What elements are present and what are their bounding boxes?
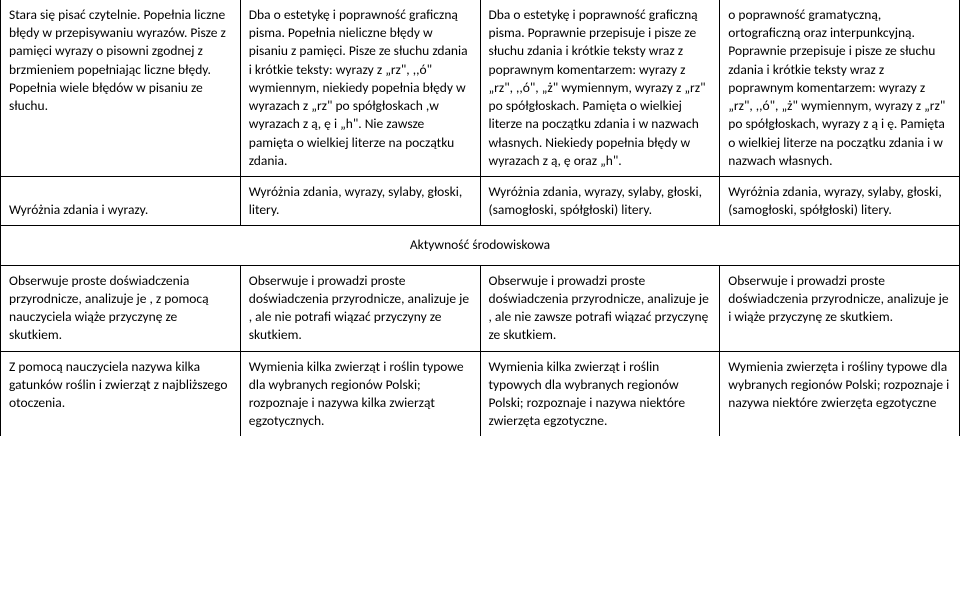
cell: Wyróżnia zdania, wyrazy, sylaby, głoski,… — [720, 176, 960, 225]
cell: Dba o estetykę i poprawność graficzną pi… — [480, 0, 720, 176]
cell: Wymienia zwierzęta i rośliny typowe dla … — [720, 351, 960, 436]
table-row: Wyróżnia zdania i wyrazy. Wyróżnia zdani… — [1, 176, 960, 225]
rubric-table: Stara się pisać czytelnie. Popełnia licz… — [0, 0, 960, 436]
section-row: Aktywność środowiskowa — [1, 226, 960, 265]
cell: o poprawność gramatyczną, ortograficzną … — [720, 0, 960, 176]
cell: Wymienia kilka zwierząt i roślin typowe … — [240, 351, 480, 436]
cell: Wymienia kilka zwierząt i roślin typowyc… — [480, 351, 720, 436]
table-row: Obserwuje proste doświadczenia przyrodni… — [1, 265, 960, 351]
cell: Z pomocą nauczyciela nazywa kilka gatunk… — [1, 351, 241, 436]
cell: Wyróżnia zdania, wyrazy, sylaby, głoski,… — [240, 176, 480, 225]
cell: Obserwuje i prowadzi proste doświadczeni… — [480, 265, 720, 351]
cell: Obserwuje proste doświadczenia przyrodni… — [1, 265, 241, 351]
cell: Dba o estetykę i poprawność graficzną pi… — [240, 0, 480, 176]
table-row: Stara się pisać czytelnie. Popełnia licz… — [1, 0, 960, 176]
cell: Wyróżnia zdania i wyrazy. — [1, 176, 241, 225]
cell: Stara się pisać czytelnie. Popełnia licz… — [1, 0, 241, 176]
section-header: Aktywność środowiskowa — [1, 226, 960, 265]
table-row: Z pomocą nauczyciela nazywa kilka gatunk… — [1, 351, 960, 436]
cell: Obserwuje i prowadzi proste doświadczeni… — [240, 265, 480, 351]
cell: Wyróżnia zdania, wyrazy, sylaby, głoski,… — [480, 176, 720, 225]
cell: Obserwuje i prowadzi proste doświadczeni… — [720, 265, 960, 351]
